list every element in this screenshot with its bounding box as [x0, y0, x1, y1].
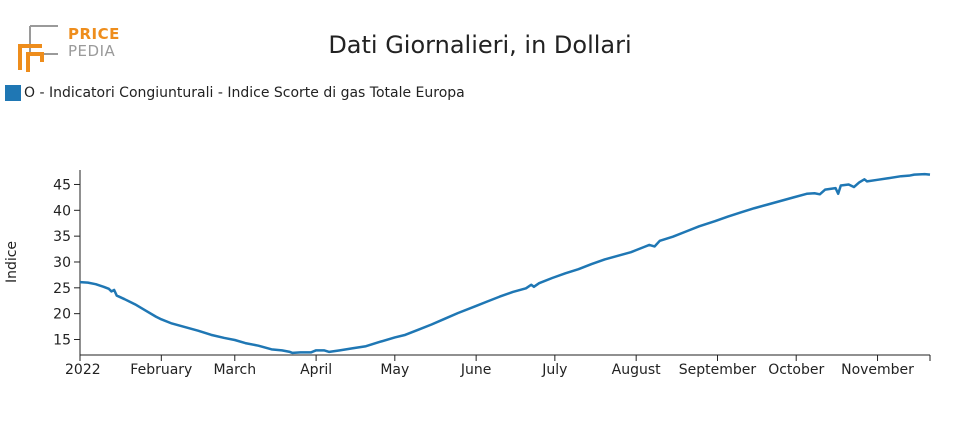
logo-text-bottom: PEDIA — [68, 42, 116, 60]
x-tick-label: September — [679, 362, 757, 378]
x-tick-label: 2022 — [65, 362, 101, 378]
chart-title: Dati Giornalieri, in Dollari — [328, 31, 632, 59]
x-tick-label: June — [460, 362, 492, 378]
legend-swatch — [5, 85, 21, 101]
x-tick-label: November — [841, 362, 914, 378]
y-tick-label: 15 — [53, 332, 71, 348]
x-tick-label: May — [380, 362, 409, 378]
legend-label: O - Indicatori Congiunturali - Indice Sc… — [24, 85, 465, 101]
logo-text-top: PRICE — [68, 25, 120, 43]
legend[interactable]: O - Indicatori Congiunturali - Indice Sc… — [5, 84, 465, 102]
y-axis: 15 20 25 30 35 40 45 — [53, 170, 81, 355]
x-tick-label: August — [612, 362, 662, 378]
series-line — [79, 172, 931, 355]
pricepedia-logo: PRICE PEDIA — [18, 24, 128, 74]
y-tick-label: 30 — [53, 255, 71, 271]
logo-mark-icon — [18, 25, 58, 72]
y-tick-label: 20 — [53, 307, 71, 323]
y-tick-label: 25 — [53, 281, 71, 297]
series-layer — [79, 172, 931, 355]
x-tick-label: October — [768, 362, 824, 378]
x-tick-label: July — [541, 362, 567, 378]
x-tick-label: March — [213, 362, 256, 378]
y-axis-title: Indice — [4, 241, 20, 283]
x-axis: 2022 February March April May June July August S… — [65, 354, 931, 378]
x-tick-label: February — [130, 362, 192, 378]
x-tick-label: April — [300, 362, 332, 378]
y-tick-label: 40 — [53, 203, 71, 219]
y-tick-label: 35 — [53, 229, 71, 245]
y-tick-label: 45 — [53, 177, 71, 193]
